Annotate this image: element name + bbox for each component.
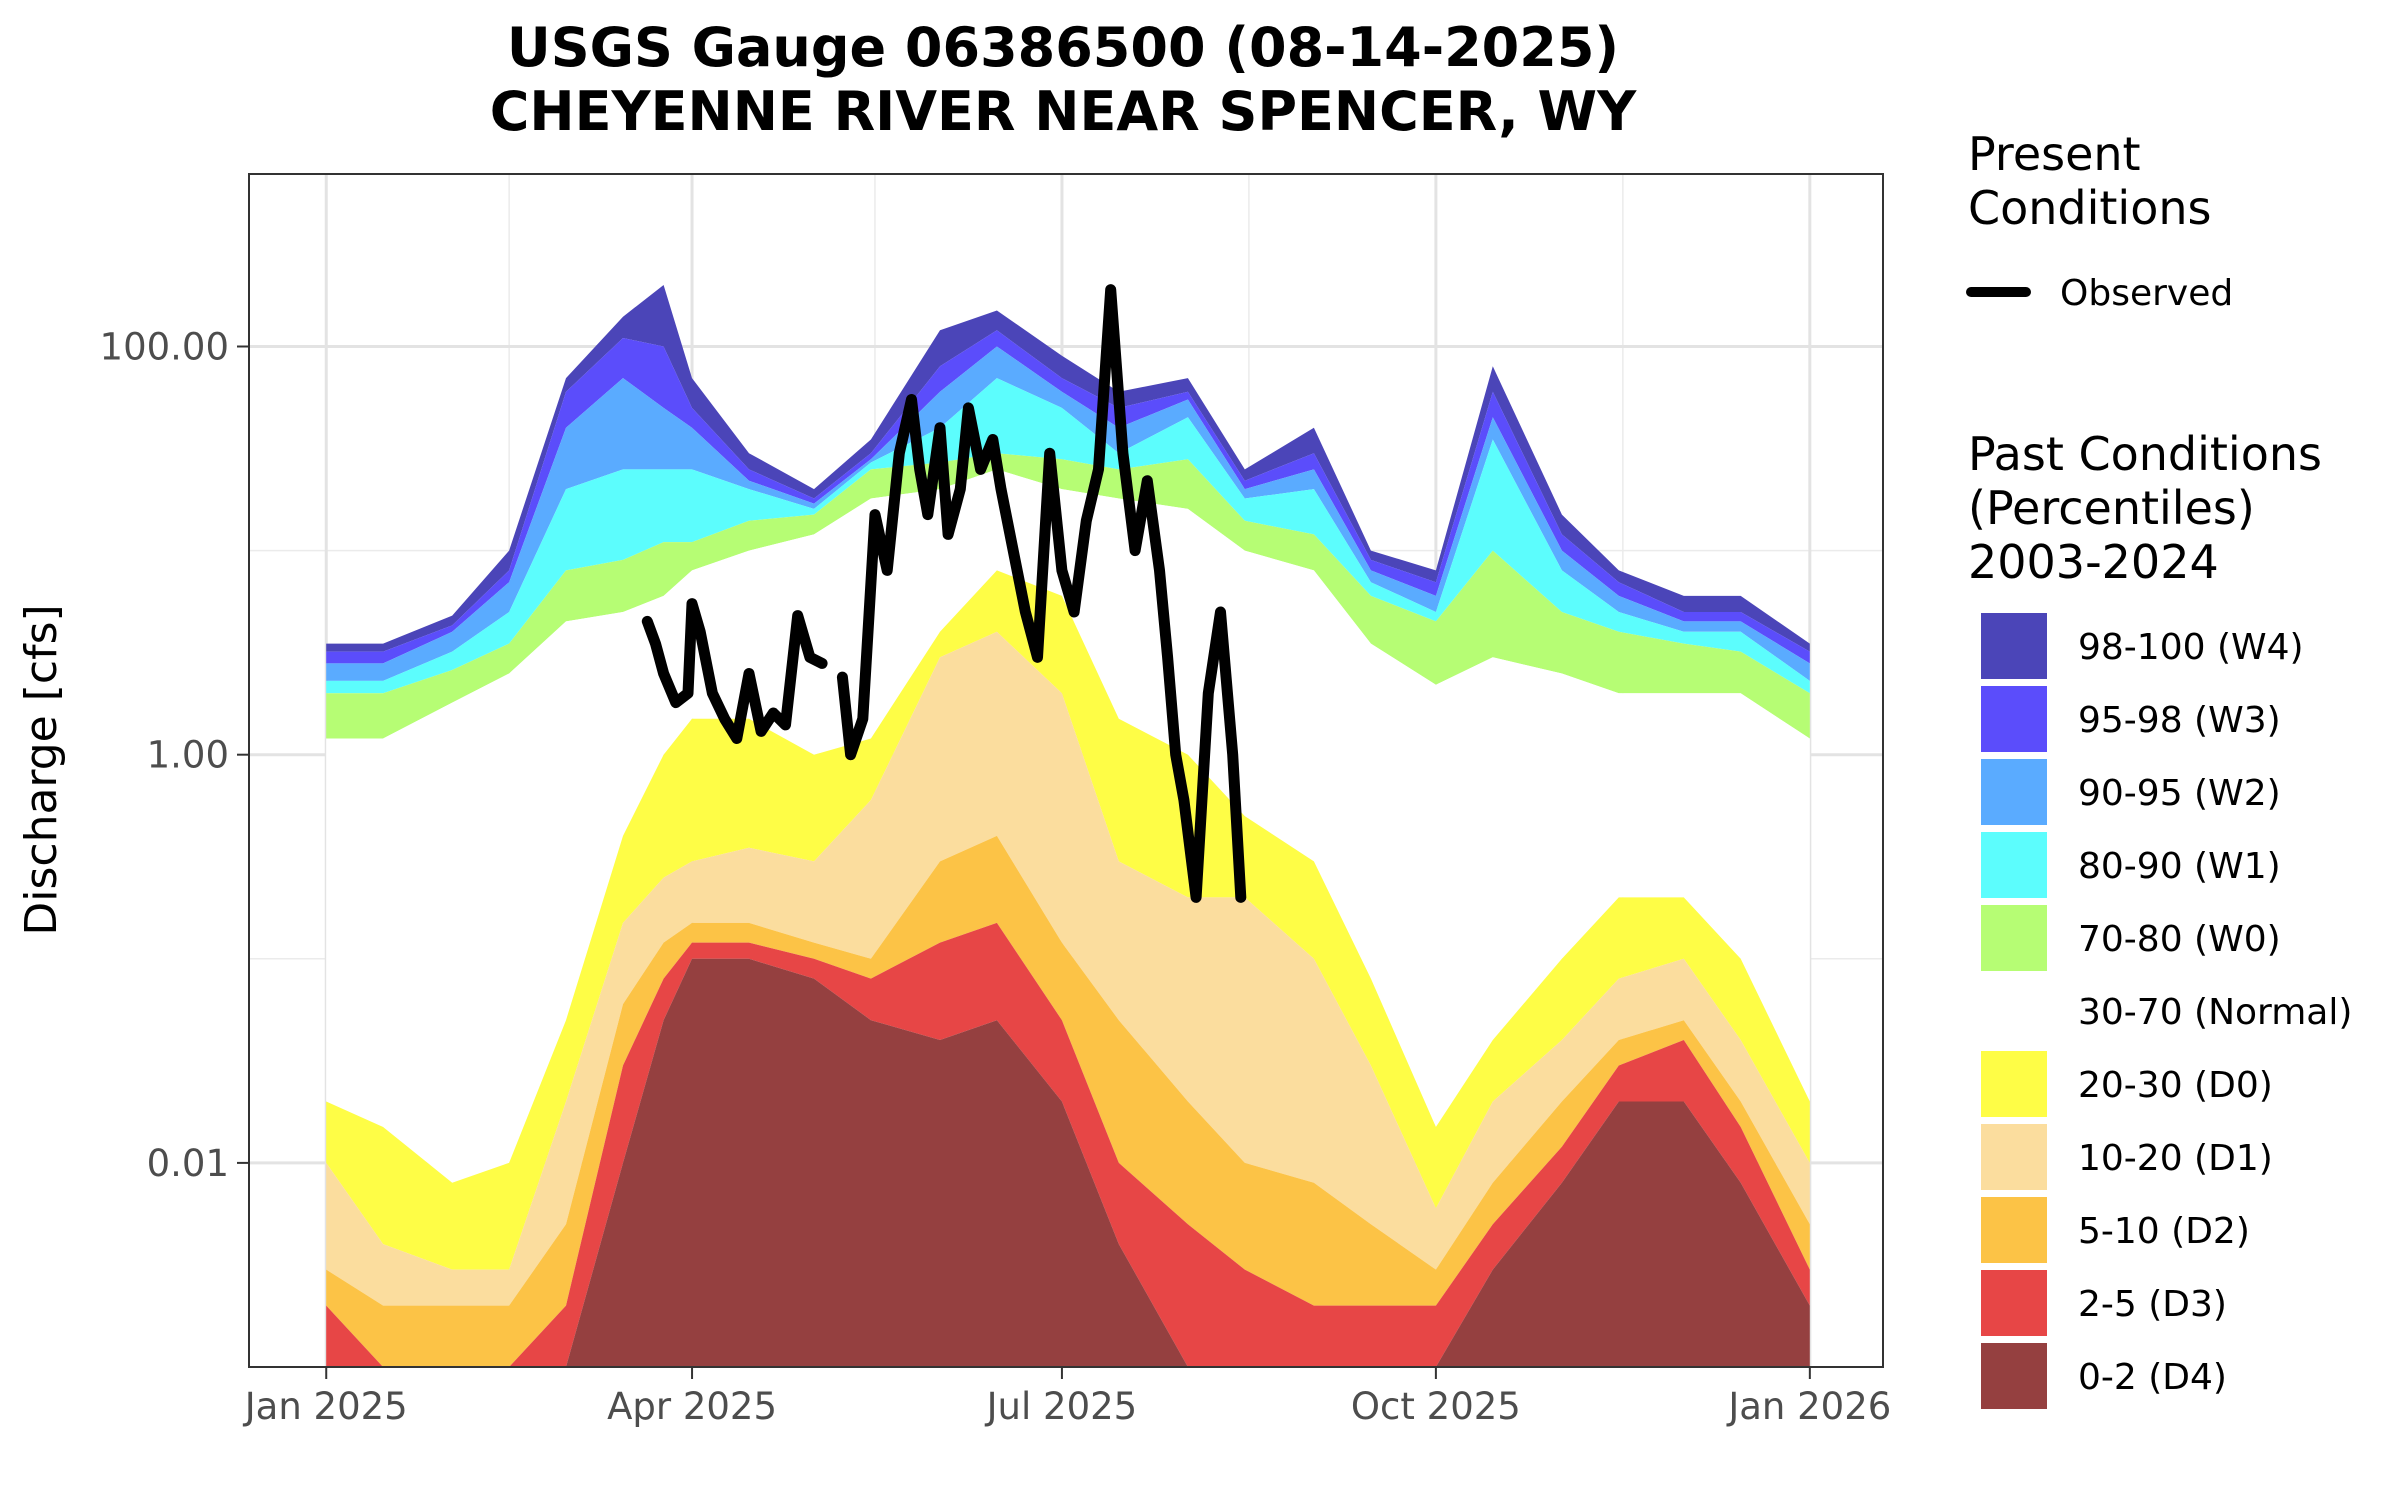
band-2-5-d3- bbox=[326, 922, 1810, 1367]
legend-label: 70-80 (W0) bbox=[2078, 919, 2281, 960]
legend-key bbox=[1981, 905, 2047, 971]
band-5-10-d2- bbox=[326, 835, 1810, 1367]
y-tick-label: 1.00 bbox=[147, 734, 229, 777]
legend-label: 98-100 (W4) bbox=[2078, 627, 2304, 668]
legend-key bbox=[1981, 1197, 2047, 1263]
x-tick-label: Jan 2025 bbox=[243, 1385, 408, 1428]
legend-label: 80-90 (W1) bbox=[2078, 846, 2281, 887]
legend-label: 20-30 (D0) bbox=[2078, 1065, 2273, 1106]
legend-items: 98-100 (W4) 95-98 (W3) 90-95 (W2) 80-90 (W1… bbox=[1981, 613, 2352, 1409]
legend-label: 10-20 (D1) bbox=[2078, 1138, 2273, 1179]
chart-subtitle: CHEYENNE RIVER NEAR SPENCER, WY bbox=[490, 80, 1637, 143]
legend-key bbox=[1981, 1270, 2047, 1336]
chart-title: USGS Gauge 06386500 (08-14-2025) bbox=[507, 16, 1619, 79]
legend-present-title-line-1: Present bbox=[1968, 127, 2141, 181]
legend-key bbox=[1981, 759, 2047, 825]
band-10-20-d1- bbox=[326, 631, 1810, 1306]
band-80-90-w1- bbox=[326, 378, 1810, 694]
y-axis-title: Discharge [cfs] bbox=[16, 604, 67, 935]
band-0-2-d4- bbox=[326, 958, 1810, 1367]
legend-key bbox=[1981, 832, 2047, 898]
legend-label: 90-95 (W2) bbox=[2078, 773, 2281, 814]
band-30-70-normal- bbox=[326, 469, 1810, 1183]
observed-line bbox=[836, 284, 1247, 903]
legend-key bbox=[1981, 686, 2047, 752]
x-tick-label: Jan 2026 bbox=[1726, 1385, 1891, 1428]
band-98-100-w4- bbox=[326, 285, 1810, 652]
plot-panel bbox=[248, 173, 1884, 1368]
legend-label: 5-10 (D2) bbox=[2078, 1211, 2250, 1252]
legend-present-title-line-2: Conditions bbox=[1968, 181, 2211, 235]
percentile-bands bbox=[326, 285, 1810, 1367]
x-tick-label: Oct 2025 bbox=[1351, 1385, 1521, 1428]
legend-past-title-line-3: 2003-2024 bbox=[1968, 535, 2219, 589]
band-95-98-w3- bbox=[326, 330, 1810, 664]
y-tick-label: 100.00 bbox=[100, 325, 229, 368]
x-tick-label: Apr 2025 bbox=[607, 1385, 777, 1428]
y-tick-label: 0.01 bbox=[147, 1142, 229, 1185]
legend: Present Conditions Observed Past Conditi… bbox=[1966, 127, 2352, 1409]
observed-line bbox=[641, 598, 828, 744]
legend-past-title-line-2: (Percentiles) bbox=[1968, 481, 2255, 535]
band-90-95-w2- bbox=[326, 346, 1810, 681]
y-axis: 0.01 1.00 100.00 bbox=[100, 325, 249, 1185]
band-70-80-w0- bbox=[326, 453, 1810, 739]
legend-key bbox=[1981, 1124, 2047, 1190]
legend-observed-label: Observed bbox=[2060, 273, 2233, 314]
legend-key bbox=[1981, 1051, 2047, 1117]
band-20-30-d0- bbox=[326, 570, 1810, 1270]
legend-key bbox=[1981, 1343, 2047, 1409]
x-axis: Jan 2025 Apr 2025 Jul 2025 Oct 2025 Jan 2026 bbox=[243, 1367, 1891, 1428]
observed-series bbox=[641, 284, 1247, 903]
plot-border bbox=[248, 173, 1884, 1368]
legend-past-title-line-1: Past Conditions bbox=[1968, 427, 2322, 481]
x-tick-label: Jul 2025 bbox=[985, 1385, 1138, 1428]
legend-label: 2-5 (D3) bbox=[2078, 1284, 2227, 1325]
legend-label: 30-70 (Normal) bbox=[2078, 992, 2352, 1033]
legend-key bbox=[1981, 613, 2047, 679]
legend-label: 95-98 (W3) bbox=[2078, 700, 2281, 741]
legend-label: 0-2 (D4) bbox=[2078, 1357, 2227, 1398]
